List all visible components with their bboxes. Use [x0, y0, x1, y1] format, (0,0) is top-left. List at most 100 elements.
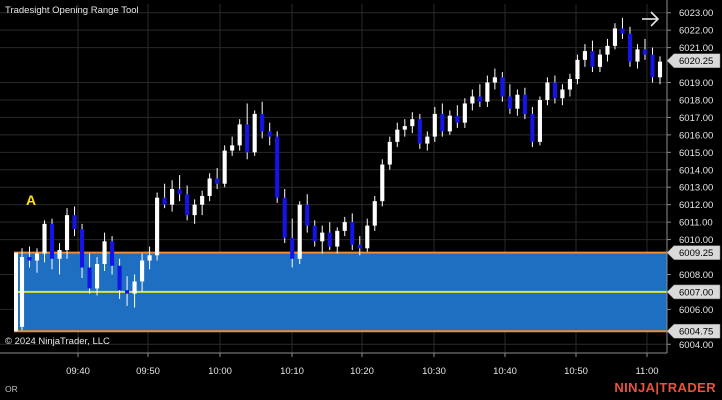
x-tick-label: 09:50 — [136, 366, 160, 377]
y-tick-label: 6012.00 — [679, 200, 713, 211]
candle-body — [620, 28, 625, 34]
price-tag-label: 6004.75 — [679, 327, 713, 338]
candle-body — [372, 201, 377, 226]
candle-body — [267, 131, 272, 137]
candle-body — [110, 241, 115, 266]
x-tick-label: 10:50 — [564, 366, 588, 377]
candle-body — [440, 113, 445, 132]
candle-body — [417, 119, 422, 144]
candle-body — [79, 229, 85, 268]
price-tag-label: 6020.25 — [679, 56, 713, 67]
candle-body — [342, 222, 347, 231]
price-tag-bg — [666, 284, 721, 300]
candle-body — [245, 124, 250, 153]
candle-body — [290, 237, 295, 259]
candle-body — [237, 124, 242, 146]
candle-body — [455, 115, 460, 123]
candle-body — [560, 89, 565, 99]
x-axis: 09:40 09:50 10:00 10:10 10:20 10:30 10:40 10:50… — [0, 352, 667, 377]
candle-body — [635, 49, 640, 62]
x-tick-label: 10:20 — [350, 366, 374, 377]
y-tick-label: 6011.00 — [679, 218, 713, 229]
y-tick-label: 6021.00 — [679, 43, 713, 54]
candle-body — [147, 255, 152, 261]
candle-body — [380, 164, 385, 202]
candle-body — [395, 129, 400, 142]
candle-body — [132, 281, 137, 294]
price-tags: 6020.25 6009.25 6007.00 6004.75 — [666, 53, 721, 339]
price-tag: 6004.75 — [666, 323, 721, 339]
y-tick-label: 6018.00 — [679, 95, 713, 106]
candlestick-series — [14, 17, 663, 332]
y-tick-label: 6006.00 — [679, 305, 713, 316]
candle-body — [94, 264, 100, 289]
y-tick-label: 6010.00 — [679, 235, 713, 246]
candle-body — [567, 79, 572, 90]
candle-body — [34, 253, 40, 261]
ninjatrader-logo: NINJA|TRADER — [614, 380, 716, 395]
y-tick-label: 6014.00 — [679, 165, 713, 176]
y-tick-label: 6019.00 — [679, 78, 713, 89]
candle-body — [357, 244, 362, 249]
candle-body — [425, 136, 430, 144]
y-tick-label: 6017.00 — [679, 113, 713, 124]
x-tick-label: 10:10 — [280, 366, 304, 377]
candle-body — [260, 113, 265, 132]
candle-body — [177, 188, 182, 195]
candle-body — [200, 195, 205, 205]
y-tick-label: 6015.00 — [679, 148, 713, 159]
candle-body — [485, 82, 490, 102]
chart-title: Tradesight Opening Range Tool — [5, 5, 139, 16]
candle-body — [125, 290, 130, 294]
candle-body — [642, 49, 648, 55]
candle-body — [64, 215, 70, 251]
y-tick-label: 6023.00 — [679, 8, 713, 19]
x-tick-label: 10:40 — [493, 366, 517, 377]
y-tick-label: 6022.00 — [679, 26, 713, 37]
candle-body — [492, 77, 497, 83]
candle-body — [215, 178, 220, 184]
candle-body — [117, 265, 122, 291]
candle-body — [522, 94, 527, 114]
candle-body — [612, 28, 618, 46]
candle-body — [387, 141, 392, 165]
footer-label: OR — [5, 384, 18, 394]
arrow-right-icon[interactable] — [640, 8, 662, 30]
x-tick-label: 09:40 — [66, 366, 90, 377]
candle-body — [49, 223, 55, 259]
candle-body — [410, 119, 415, 127]
candle-body — [447, 115, 452, 132]
candle-body — [57, 250, 62, 259]
y-axis: 6023.00 6022.00 6021.00 6019.00 6018.00 6017.… — [666, 0, 713, 353]
candle-body — [230, 145, 235, 151]
signal-marker-a: A — [26, 192, 37, 208]
price-tag-label: 6007.00 — [679, 287, 713, 298]
candle-body — [170, 188, 175, 205]
candle-body — [605, 45, 610, 55]
candle-body — [252, 113, 257, 153]
candle-body — [320, 232, 325, 242]
candle-body — [185, 194, 190, 216]
candle-body — [350, 222, 355, 245]
candle-body — [42, 223, 47, 254]
candle-body — [305, 204, 310, 226]
copyright-text: © 2024 NinjaTrader, LLC — [5, 336, 110, 347]
candle-body — [207, 178, 212, 196]
x-tick-label: 10:00 — [208, 366, 232, 377]
candle-body — [87, 267, 92, 289]
candle-body — [275, 136, 280, 198]
candle-body — [402, 126, 407, 130]
candle-body — [327, 232, 332, 247]
candle-body — [462, 103, 467, 123]
price-tag-bg — [666, 323, 721, 339]
price-tag-bg — [666, 53, 721, 68]
candle-body — [102, 241, 107, 265]
price-tag: 6020.25 — [666, 53, 721, 68]
candle-body — [365, 225, 370, 249]
candle-body — [312, 225, 317, 242]
candle-body — [222, 150, 227, 184]
candle-body — [507, 96, 512, 109]
candle-body — [545, 82, 550, 100]
candle-body — [500, 77, 505, 97]
